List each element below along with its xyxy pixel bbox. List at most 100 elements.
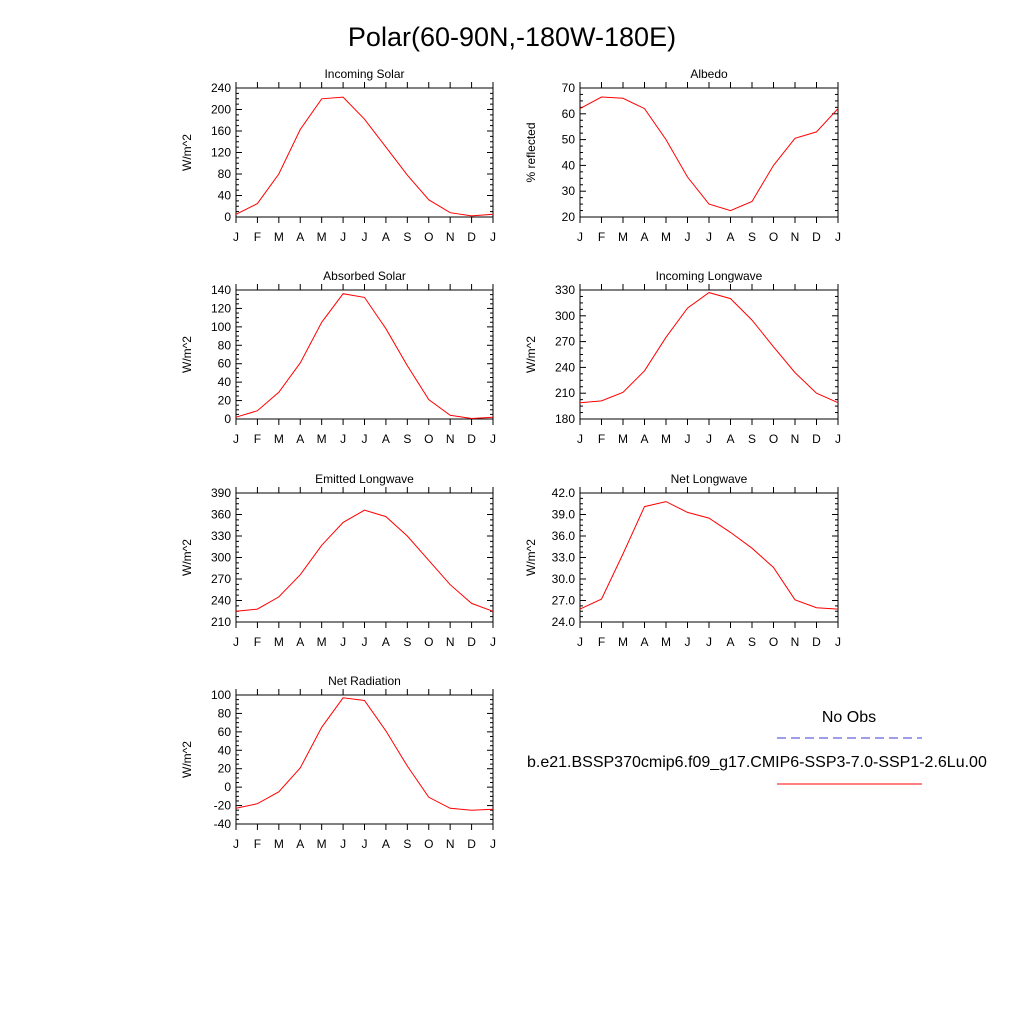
- x-tick-label: S: [403, 230, 411, 244]
- y-tick-label: 0: [224, 780, 231, 794]
- y-tick-label: 27.0: [552, 594, 576, 608]
- x-tick-label: J: [490, 837, 496, 851]
- series-line: [235, 293, 494, 420]
- x-tick-label: A: [382, 635, 390, 649]
- panel-emitted-longwave: Emitted Longwave W/m^2 210 240 270 300 330 360 3…: [180, 472, 496, 649]
- legend-obs-label: No Obs: [822, 709, 876, 726]
- x-tick-label: N: [446, 837, 455, 851]
- y-tick-label: 36.0: [552, 529, 576, 543]
- y-tick-label: 80: [218, 338, 232, 352]
- x-tick-label: J: [233, 837, 239, 851]
- x-tick-label: F: [254, 230, 261, 244]
- x-tick-label: N: [791, 432, 800, 446]
- x-tick-label: J: [685, 635, 691, 649]
- plot-frame: [235, 694, 494, 825]
- x-tick-label: M: [317, 230, 327, 244]
- x-tick-label: J: [835, 635, 841, 649]
- x-tick-label: A: [726, 432, 734, 446]
- x-tick-label: J: [835, 230, 841, 244]
- x-tick-label: M: [274, 635, 284, 649]
- y-tick-label: 60: [218, 357, 232, 371]
- series-line: [235, 509, 494, 612]
- x-tick-label: J: [362, 432, 368, 446]
- y-tick-label: 270: [555, 335, 575, 349]
- y-tick-label: 30: [562, 184, 576, 198]
- x-tick-label: O: [424, 837, 433, 851]
- panel-title: Net Longwave: [671, 472, 748, 486]
- series-line: [235, 96, 494, 217]
- x-tick-label: J: [233, 432, 239, 446]
- plot-frame: [235, 87, 494, 218]
- panel-title: Albedo: [690, 67, 728, 81]
- y-tick-label: 60: [562, 107, 576, 121]
- y-axis-label: W/m^2: [524, 336, 538, 373]
- y-axis-label: W/m^2: [524, 539, 538, 576]
- legend-model-label: b.e21.BSSP370cmip6.f09_g17.CMIP6-SSP3-7.…: [527, 754, 987, 771]
- panel-title: Emitted Longwave: [315, 472, 414, 486]
- x-tick-label: J: [577, 432, 583, 446]
- x-tick-label: J: [362, 230, 368, 244]
- x-tick-label: N: [446, 230, 455, 244]
- plot-frame: [579, 492, 839, 623]
- x-tick-label: J: [340, 635, 346, 649]
- plot-frame: [579, 289, 839, 420]
- x-tick-label: J: [490, 230, 496, 244]
- x-tick-label: S: [748, 432, 756, 446]
- x-tick-label: A: [382, 230, 390, 244]
- y-tick-label: 70: [562, 81, 576, 95]
- x-tick-label: A: [726, 635, 734, 649]
- x-tick-label: J: [362, 635, 368, 649]
- x-tick-label: S: [403, 635, 411, 649]
- x-tick-label: M: [317, 635, 327, 649]
- x-tick-label: M: [274, 837, 284, 851]
- y-tick-label: 0: [224, 412, 231, 426]
- x-tick-label: M: [661, 432, 671, 446]
- y-tick-label: 240: [211, 594, 231, 608]
- y-tick-label: 300: [211, 551, 231, 565]
- panel-incoming-longwave: Incoming Longwave W/m^2 180 210 240 270 300 330…: [524, 269, 841, 446]
- x-tick-label: F: [598, 230, 605, 244]
- y-axis-label: W/m^2: [180, 336, 194, 373]
- y-tick-label: 80: [218, 706, 232, 720]
- y-tick-label: 160: [211, 124, 231, 138]
- y-axis-label: W/m^2: [180, 539, 194, 576]
- series-line: [579, 501, 839, 610]
- x-tick-label: N: [446, 432, 455, 446]
- x-tick-label: O: [769, 230, 778, 244]
- x-tick-label: M: [661, 230, 671, 244]
- x-tick-label: M: [618, 432, 628, 446]
- x-tick-label: O: [424, 230, 433, 244]
- legend: No Obs b.e21.BSSP370cmip6.f09_g17.CMIP6-…: [527, 709, 987, 785]
- y-tick-label: 300: [555, 309, 575, 323]
- x-tick-label: A: [640, 432, 648, 446]
- y-tick-label: 50: [562, 133, 576, 147]
- y-tick-label: 20: [218, 762, 232, 776]
- x-tick-label: F: [254, 432, 261, 446]
- x-tick-label: J: [577, 230, 583, 244]
- x-tick-label: O: [424, 432, 433, 446]
- y-tick-label: 200: [211, 103, 231, 117]
- x-tick-label: J: [340, 432, 346, 446]
- series-line: [579, 292, 839, 404]
- plot-frame: [235, 289, 494, 420]
- x-tick-label: J: [706, 635, 712, 649]
- x-tick-label: A: [296, 635, 304, 649]
- x-tick-label: M: [274, 432, 284, 446]
- y-axis-label: % reflected: [524, 122, 538, 182]
- x-tick-label: M: [317, 837, 327, 851]
- x-tick-label: D: [467, 635, 476, 649]
- x-tick-label: N: [446, 635, 455, 649]
- panel-title: Incoming Solar: [324, 67, 404, 81]
- plot-frame: [579, 87, 839, 218]
- x-tick-label: O: [424, 635, 433, 649]
- y-tick-label: 30.0: [552, 572, 576, 586]
- x-tick-label: S: [748, 230, 756, 244]
- x-tick-label: F: [598, 635, 605, 649]
- y-tick-label: 100: [211, 320, 231, 334]
- y-tick-label: 42.0: [552, 486, 576, 500]
- panel-title: Absorbed Solar: [323, 269, 406, 283]
- y-tick-label: 210: [555, 386, 575, 400]
